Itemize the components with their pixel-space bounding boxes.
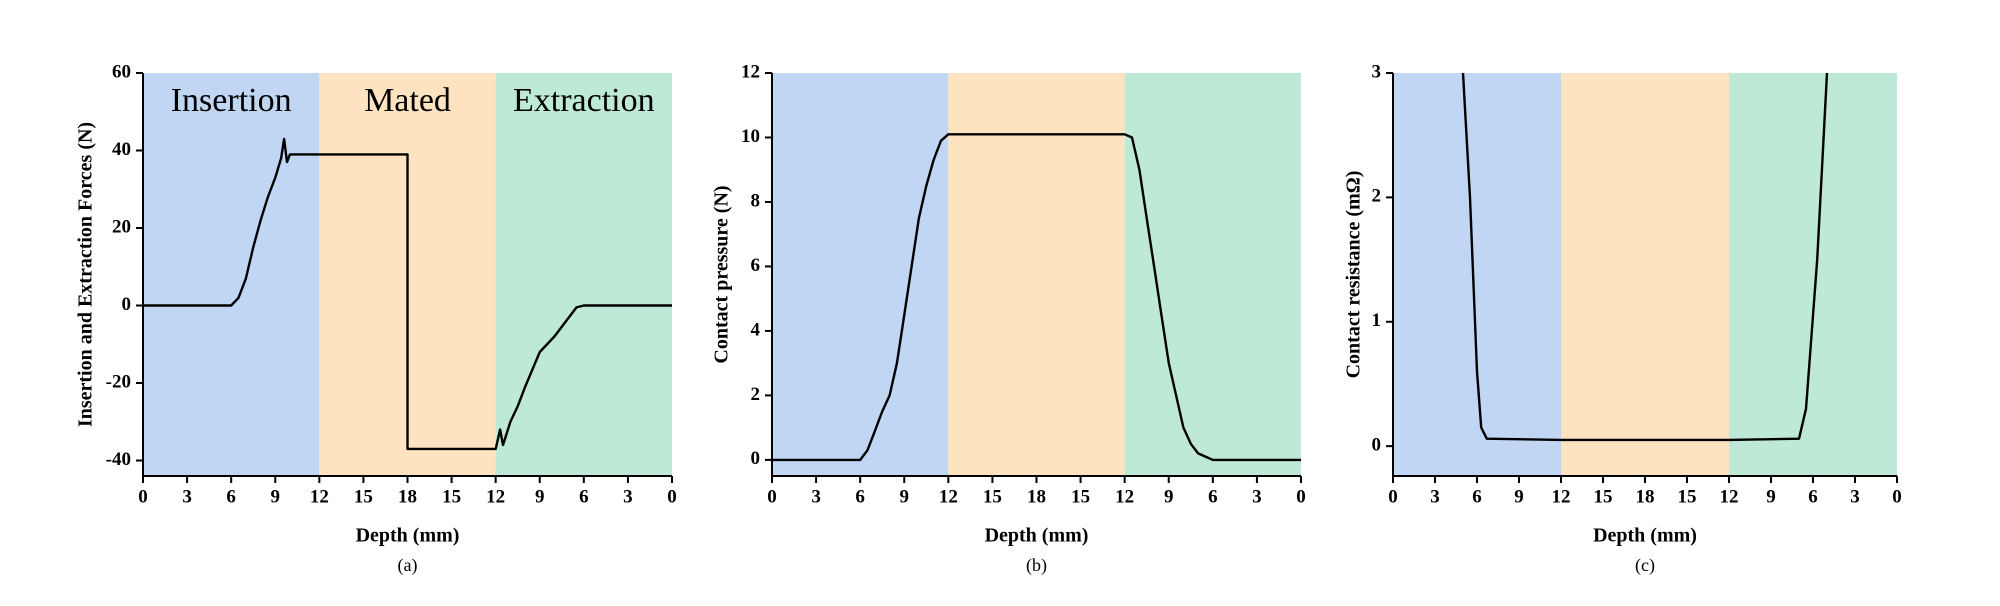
caption: (b) (1026, 555, 1047, 576)
x-tick-label: 9 (535, 486, 545, 507)
x-tick-label: 3 (1430, 486, 1440, 507)
x-tick-label: 15 (354, 486, 373, 507)
x-tick-label: 9 (1766, 486, 1776, 507)
region (1561, 73, 1729, 476)
y-axis-label: Contact pressure (N) (711, 185, 733, 363)
y-axis-label: Insertion and Extraction Forces (N) (75, 122, 97, 427)
y-tick-label: 40 (112, 139, 131, 160)
x-tick-label: 0 (138, 486, 148, 507)
x-tick-label: 0 (1296, 486, 1306, 507)
x-tick-label: 12 (1720, 486, 1739, 507)
x-tick-label: 9 (1164, 486, 1174, 507)
region (948, 73, 1125, 476)
y-tick-label: 3 (1372, 61, 1382, 82)
x-tick-label: 0 (667, 486, 677, 507)
x-tick-label: 9 (1514, 486, 1524, 507)
data-line (1461, 72, 1829, 442)
x-tick-label: 12 (486, 486, 505, 507)
x-tick-label: 3 (623, 486, 633, 507)
y-tick-label: 4 (751, 319, 761, 340)
x-tick-label: 6 (226, 486, 236, 507)
x-tick-label: 0 (767, 486, 777, 507)
x-tick-label: 6 (1808, 486, 1818, 507)
x-tick-label: 12 (939, 486, 958, 507)
caption: (c) (1635, 555, 1655, 576)
x-tick-label: 12 (1552, 486, 1571, 507)
x-axis-label: Depth (mm) (985, 525, 1089, 547)
x-tick-label: 18 (1636, 486, 1655, 507)
x-tick-label: 3 (182, 486, 192, 507)
y-tick-label: 1 (1372, 310, 1382, 331)
x-tick-label: 9 (271, 486, 281, 507)
y-tick-label: 0 (1372, 435, 1382, 456)
x-tick-label: 3 (1252, 486, 1262, 507)
y-tick-label: 6 (751, 255, 761, 276)
y-tick-label: 10 (741, 126, 760, 147)
x-tick-label: 3 (811, 486, 821, 507)
y-tick-label: -20 (106, 371, 131, 392)
x-tick-label: 0 (1892, 486, 1902, 507)
region (772, 73, 949, 476)
panel: 0 2 4 6 8 10 12 0 3 6 9 12 15 18 15 12 9 6 3 0 Depth (mm) Con… (711, 61, 1306, 576)
region-label: Insertion (171, 82, 292, 119)
x-tick-label: 6 (1208, 486, 1218, 507)
x-axis-label: Depth (mm) (1593, 525, 1697, 547)
y-tick-label: 60 (112, 61, 131, 82)
region (495, 73, 672, 476)
x-tick-label: 15 (1594, 486, 1613, 507)
y-tick-label: 0 (122, 294, 132, 315)
x-tick-label: 6 (579, 486, 589, 507)
y-tick-label: -40 (106, 449, 131, 470)
x-tick-label: 12 (310, 486, 329, 507)
x-axis-label: Depth (mm) (356, 525, 460, 547)
region (1729, 73, 1897, 476)
y-tick-label: 12 (741, 61, 760, 82)
x-tick-label: 0 (1388, 486, 1398, 507)
x-tick-label: 6 (855, 486, 865, 507)
x-tick-label: 6 (1472, 486, 1482, 507)
y-tick-label: 20 (112, 216, 131, 237)
region-label: Mated (364, 82, 451, 119)
x-tick-label: 15 (1071, 486, 1090, 507)
y-tick-label: 2 (751, 384, 761, 405)
x-tick-label: 15 (442, 486, 461, 507)
x-tick-label: 3 (1850, 486, 1860, 507)
caption: (a) (398, 555, 418, 576)
region (143, 73, 320, 476)
x-tick-label: 15 (1678, 486, 1697, 507)
x-tick-label: 12 (1115, 486, 1134, 507)
region-label: Extraction (513, 82, 655, 119)
x-tick-label: 15 (983, 486, 1002, 507)
data-line (772, 133, 1301, 462)
x-tick-label: 18 (398, 486, 417, 507)
data-line (143, 137, 672, 451)
x-tick-label: 18 (1027, 486, 1046, 507)
x-tick-label: 9 (900, 486, 910, 507)
y-tick-label: 0 (751, 448, 761, 469)
y-tick-label: 8 (751, 190, 761, 211)
y-axis-label: Contact resistance (mΩ) (1343, 171, 1365, 379)
region (1124, 73, 1301, 476)
region (1393, 73, 1561, 476)
y-tick-label: 2 (1372, 186, 1382, 207)
